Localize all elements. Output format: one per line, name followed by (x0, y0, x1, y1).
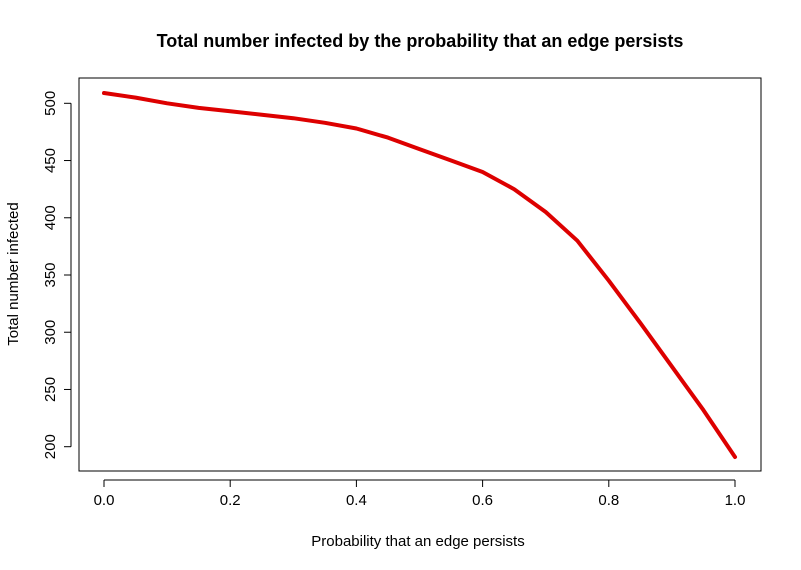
y-tick-label: 500 (42, 91, 59, 116)
x-tick-label: 0.6 (472, 492, 493, 509)
plot-frame (78, 77, 762, 472)
x-axis-label: Probability that an edge persists (311, 533, 524, 550)
x-tick-label: 0.4 (346, 492, 367, 509)
y-tick-label: 250 (42, 377, 59, 402)
y-axis-label: Total number infected (5, 202, 22, 345)
y-tick-label: 300 (42, 320, 59, 345)
y-tick-label: 350 (42, 262, 59, 287)
x-tick-label: 0.0 (94, 492, 115, 509)
y-tick-label: 400 (42, 205, 59, 230)
chart-title: Total number infected by the probability… (157, 31, 684, 51)
x-tick-label: 0.2 (220, 492, 241, 509)
series-line (102, 91, 737, 459)
series-layer (102, 91, 737, 459)
y-tick-label: 200 (42, 434, 59, 459)
y-tick-label: 450 (42, 148, 59, 173)
x-tick-label: 1.0 (725, 492, 746, 509)
x-axis: 0.0 0.2 0.4 0.6 0.8 1.0 (94, 479, 746, 509)
x-tick-label: 0.8 (598, 492, 619, 509)
y-axis: 200 250 300 350 400 450 500 (42, 91, 72, 459)
